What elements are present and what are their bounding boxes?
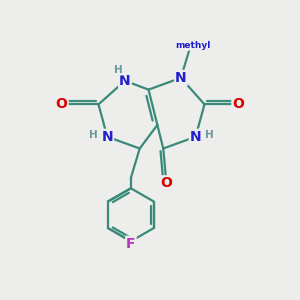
Text: N: N: [101, 130, 113, 144]
Text: O: O: [232, 98, 244, 111]
Text: N: N: [119, 74, 131, 88]
Text: O: O: [56, 98, 68, 111]
Text: N: N: [175, 71, 187, 85]
Text: N: N: [190, 130, 202, 144]
Text: O: O: [160, 176, 172, 190]
Text: H: H: [89, 130, 98, 140]
Text: H: H: [114, 64, 123, 75]
Text: methyl: methyl: [178, 40, 205, 50]
Text: methyl: methyl: [175, 41, 210, 50]
Text: F: F: [126, 237, 136, 250]
Text: H: H: [206, 130, 214, 140]
